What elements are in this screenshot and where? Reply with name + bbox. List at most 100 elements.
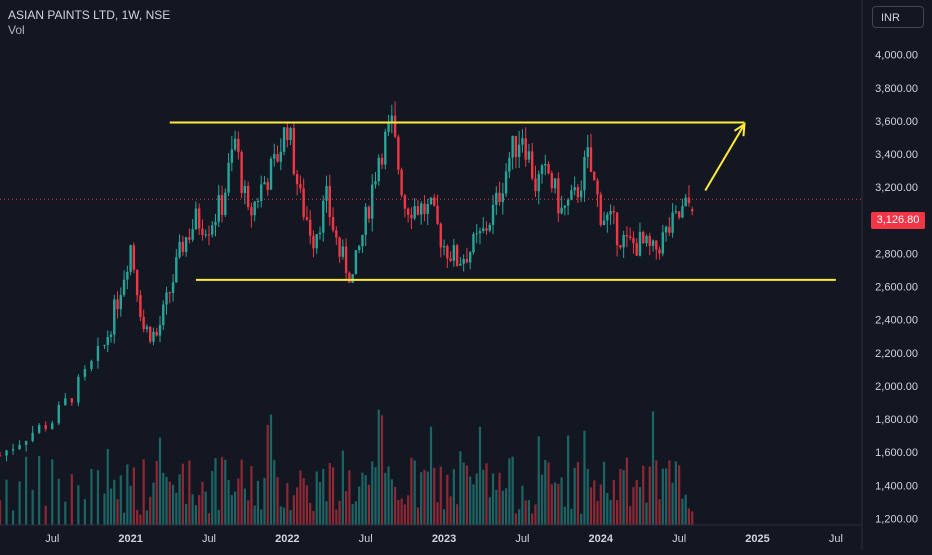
candle-body [168, 292, 171, 294]
y-tick-label: 2,000.00 [875, 381, 918, 393]
volume-bar [586, 468, 589, 525]
candle-body [410, 214, 413, 219]
volume-bar [407, 495, 410, 525]
symbol-title[interactable]: ASIAN PAINTS LTD, 1W, NSE [8, 8, 171, 22]
volume-bar [570, 508, 573, 525]
volume-bar [273, 460, 276, 525]
volume-bar [583, 430, 586, 525]
candle-body [416, 206, 420, 215]
volume-bar [596, 500, 599, 525]
candle-body [439, 223, 442, 248]
volume-bar [668, 460, 671, 525]
candle-body [194, 208, 198, 230]
volume-bar [482, 469, 485, 525]
volume-bar [642, 465, 645, 525]
volume-bar [129, 485, 132, 525]
volume-bar [423, 469, 426, 525]
candle-body [589, 147, 593, 172]
volume-bar [191, 494, 194, 525]
volume-bar [420, 472, 423, 525]
candle-body [201, 228, 204, 235]
candle-body [292, 128, 296, 175]
candle-body [286, 127, 289, 140]
volume-bar [155, 461, 158, 525]
candle-body [344, 246, 348, 273]
candle-body [377, 157, 380, 182]
volume-bar [233, 491, 237, 525]
candle-body [246, 185, 250, 207]
volume-bar [593, 480, 596, 525]
candle-body [501, 193, 505, 203]
volume-bar [635, 480, 638, 525]
volume-bar [315, 471, 318, 525]
candle-body [315, 234, 318, 249]
volume-bar [214, 458, 217, 525]
y-tick-label: 1,600.00 [875, 447, 918, 459]
candle-body [642, 231, 645, 244]
volume-bar [501, 490, 504, 525]
candlesticks [0, 101, 694, 462]
candle-body [148, 326, 152, 342]
candle-body [397, 136, 400, 170]
candle-body [491, 204, 495, 225]
volume-bar [106, 448, 109, 525]
candle-body [648, 236, 651, 246]
volume-bar [358, 486, 361, 525]
candle-body [406, 208, 410, 215]
candle-body [390, 115, 394, 124]
volume-bar [296, 487, 299, 525]
candle-body [687, 197, 691, 203]
candle-body [282, 127, 286, 152]
x-tick-label: Jul [672, 533, 686, 545]
candle-body [51, 423, 54, 430]
volume-bar [211, 471, 214, 525]
volume-bar [540, 474, 544, 525]
candle-body [420, 203, 423, 215]
volume-bar [263, 477, 266, 525]
volume-bar [243, 488, 246, 525]
volume-bar [142, 459, 145, 525]
x-tick-label: 2024 [589, 533, 614, 545]
candle-body [380, 157, 384, 165]
x-tick-label: 2025 [745, 533, 769, 545]
candle-body [263, 182, 266, 185]
volume-bar [165, 476, 168, 525]
currency-button[interactable]: INR [872, 6, 924, 28]
candle-body [237, 138, 240, 153]
candle-body [557, 178, 560, 214]
volume-bar [57, 478, 60, 525]
volume-label[interactable]: Vol [8, 23, 25, 37]
volume-bar [371, 461, 374, 525]
candle-body [599, 194, 602, 225]
candle-body [527, 151, 531, 160]
volume-bar [194, 505, 198, 525]
volume-bar [544, 460, 547, 525]
volume-bar [485, 463, 488, 525]
volume-bar [204, 491, 207, 525]
candle-body [371, 184, 374, 219]
volume-bar [521, 485, 524, 525]
candle-body [155, 331, 158, 336]
candle-body [550, 173, 554, 189]
volume-bar [103, 493, 106, 525]
volume-bar [678, 465, 681, 525]
candle-body [540, 165, 544, 175]
candle-body [403, 195, 407, 209]
candle-body [374, 181, 377, 185]
candle-body [273, 154, 276, 159]
candle-body [560, 207, 563, 214]
candle-body [677, 211, 681, 218]
candle-body [207, 234, 211, 236]
volume-bar [149, 496, 152, 525]
volume-bar [436, 502, 439, 525]
candle-body [220, 195, 224, 215]
candle-body [628, 236, 632, 238]
volume-bar [83, 499, 86, 525]
y-tick-label: 2,400.00 [875, 315, 918, 327]
candle-body [661, 232, 665, 254]
candle-body [475, 233, 478, 235]
candle-body [312, 235, 315, 249]
volume-bar [286, 483, 289, 525]
